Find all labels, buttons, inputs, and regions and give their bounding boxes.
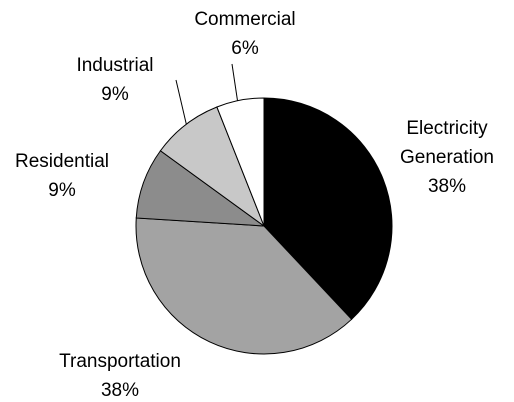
value-label: 38% xyxy=(100,380,140,401)
pie-slice xyxy=(216,97,265,227)
value-label: 6% xyxy=(231,38,259,59)
pie-slice xyxy=(135,217,353,355)
category-label: Transportation xyxy=(59,351,181,372)
value-label: 9% xyxy=(101,84,129,105)
category-label: Residential xyxy=(15,151,109,172)
slice-label: Transportation 38% xyxy=(10,347,230,402)
category-label: Industrial xyxy=(76,55,154,76)
leader-line xyxy=(231,63,239,105)
slice-label: Industrial 9% xyxy=(15,51,215,109)
slice-label: Residential 9% xyxy=(0,147,162,205)
slice-label: Electricity Generation 38% xyxy=(382,114,512,201)
pie-slice xyxy=(263,97,393,321)
slice-label: Commercial 6% xyxy=(145,5,345,63)
value-label: 38% xyxy=(427,176,467,197)
category-label: Electricity Generation xyxy=(399,118,494,168)
category-label: Commercial xyxy=(194,9,296,30)
value-label: 9% xyxy=(48,180,76,201)
